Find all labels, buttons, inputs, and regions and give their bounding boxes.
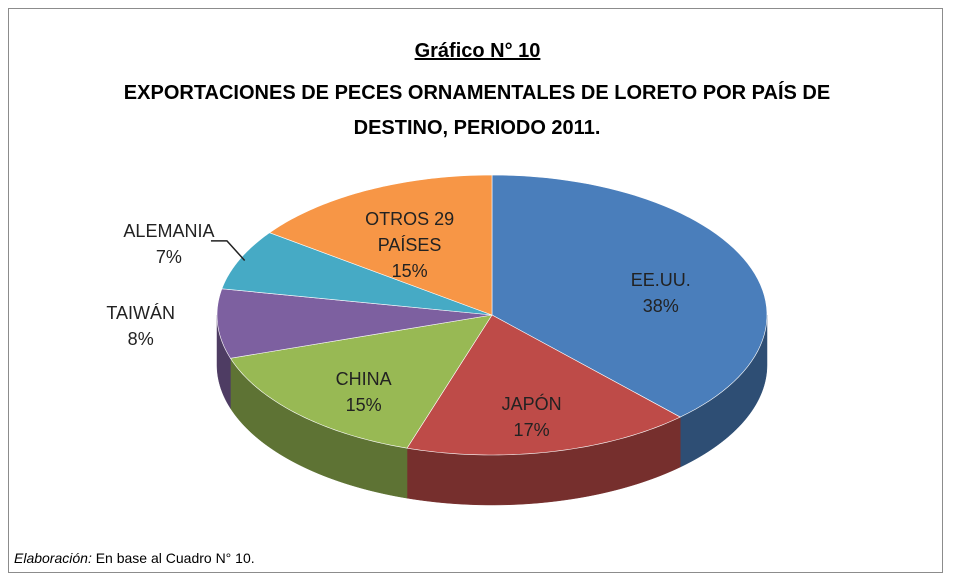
pie-slice — [268, 174, 493, 316]
chart-title: Gráfico N° 10 — [414, 40, 541, 62]
data-label: ALEMANIA 7% — [123, 218, 214, 270]
pie-slice — [229, 314, 493, 449]
value-label: 15% — [391, 260, 428, 281]
value-label: 38% — [642, 295, 679, 316]
value-label: 7% — [155, 246, 182, 267]
source-label: Elaboración: — [14, 550, 92, 566]
data-label: OTROS 29 PAÍSES 15% — [360, 206, 460, 284]
category-label: JAPÓN — [501, 394, 562, 415]
category-label: EE.UU. — [630, 269, 691, 290]
data-label: JAPÓN 17% — [502, 391, 562, 443]
pie-slice — [491, 174, 768, 418]
category-label: ALEMANIA — [123, 220, 215, 241]
value-label: 17% — [513, 420, 550, 441]
source-note: Elaboración: En base al Cuadro N° 10. — [14, 550, 255, 566]
data-label: EE.UU. 38% — [631, 267, 691, 319]
value-label: 8% — [127, 329, 154, 350]
chart-subtitle: EXPORTACIONES DE PECES ORNAMENTALES DE L… — [123, 82, 831, 139]
pie-slice — [221, 232, 493, 316]
leader-line — [210, 240, 246, 262]
pie-slice — [216, 288, 493, 359]
data-label: TAIWÁN 8% — [106, 300, 175, 352]
pie-slice — [406, 314, 681, 456]
source-text: En base al Cuadro N° 10. — [95, 550, 255, 566]
chart-frame — [8, 8, 943, 573]
category-label: CHINA — [335, 369, 392, 390]
value-label: 15% — [345, 395, 382, 416]
data-label: CHINA 15% — [336, 366, 392, 418]
category-label: TAIWÁN — [106, 303, 176, 324]
category-label: OTROS 29 PAÍSES — [365, 208, 455, 255]
